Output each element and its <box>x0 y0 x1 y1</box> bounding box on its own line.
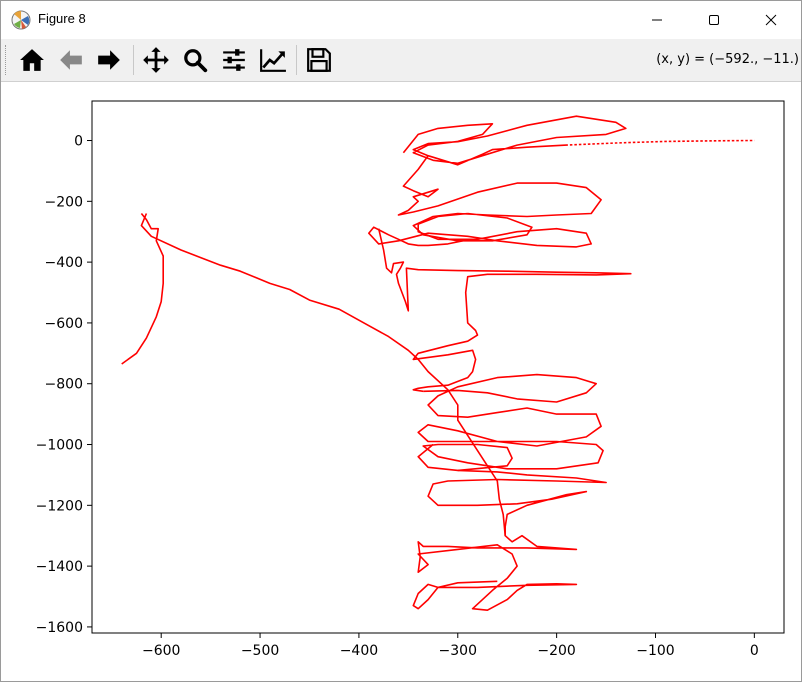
matplotlib-app-icon <box>11 10 31 30</box>
x-tick-label: −100 <box>636 643 674 659</box>
series-line-path8 <box>140 213 506 536</box>
plot-svg[interactable]: −600 −500 −400 −300 −200 −100 00−200−400−600−8… <box>1 82 801 681</box>
y-tick-label: −1200 <box>36 498 83 514</box>
toolbar-grip <box>5 45 8 75</box>
minimize-button[interactable] <box>628 1 686 39</box>
pan-button[interactable] <box>140 44 172 76</box>
x-tick-label: −300 <box>439 643 477 659</box>
configure-subplots-button[interactable] <box>218 44 250 76</box>
data-layer <box>121 115 755 612</box>
title-bar: Figure 8 <box>1 1 801 39</box>
cursor-coordinates: (x, y) = (−592., −11.) <box>656 52 799 67</box>
x-tick-label: −500 <box>241 643 279 659</box>
series-line-path4 <box>377 228 632 393</box>
x-tick-label: −600 <box>142 643 180 659</box>
home-button[interactable] <box>16 44 48 76</box>
y-tick-label: −1000 <box>36 438 83 454</box>
x-tick-label: −400 <box>340 643 378 659</box>
y-tick-label: −400 <box>45 255 83 271</box>
y-tick-label: −800 <box>45 377 83 393</box>
minimize-icon <box>652 19 662 21</box>
back-arrow-icon <box>60 50 82 70</box>
y-tick-label: −600 <box>45 316 83 332</box>
magnifier-icon <box>184 49 208 73</box>
trend-chart-icon <box>260 49 286 72</box>
figure-canvas[interactable]: −600 −500 −400 −300 −200 −100 0 0 −200 −400 −600 −8… <box>1 82 801 681</box>
y-tick-label: −1400 <box>36 559 83 575</box>
forward-arrow-icon <box>98 50 120 70</box>
floppy-disk-icon <box>307 48 331 72</box>
move-arrows-icon <box>143 47 169 73</box>
toolbar-separator <box>133 45 134 75</box>
x-tick-label: 0 <box>750 643 759 659</box>
close-button[interactable] <box>742 1 800 39</box>
zoom-button[interactable] <box>179 44 211 76</box>
series-line-path7 <box>121 212 164 365</box>
y-tick-label: −200 <box>45 194 83 210</box>
y-tick-label: 0 <box>74 134 83 150</box>
toolbar-separator <box>296 45 297 75</box>
forward-button[interactable] <box>93 44 125 76</box>
edit-axis-button[interactable] <box>257 44 289 76</box>
series-sparse-tail <box>566 139 755 147</box>
series-line-path6 <box>412 469 607 612</box>
maximize-button[interactable] <box>685 1 743 39</box>
series-line-path2 <box>397 155 602 242</box>
maximize-icon <box>709 15 719 25</box>
y-tick-label: −1600 <box>36 620 83 636</box>
axes-frame <box>91 100 785 634</box>
home-icon <box>20 49 44 71</box>
window-title: Figure 8 <box>38 11 86 26</box>
x-tick-label: −200 <box>537 643 575 659</box>
navigation-toolbar: (x, y) = (−592., −11.) <box>1 39 801 82</box>
series-line-path5 <box>417 373 604 472</box>
close-icon <box>765 14 777 26</box>
back-button[interactable] <box>55 44 87 76</box>
series-line-path <box>402 115 755 166</box>
tick-layer: −600 −500 −400 −300 −200 −100 00−200−400−600−8… <box>36 134 759 659</box>
sliders-icon <box>223 49 245 71</box>
save-button[interactable] <box>303 44 335 76</box>
series-line-path3 <box>367 212 593 248</box>
